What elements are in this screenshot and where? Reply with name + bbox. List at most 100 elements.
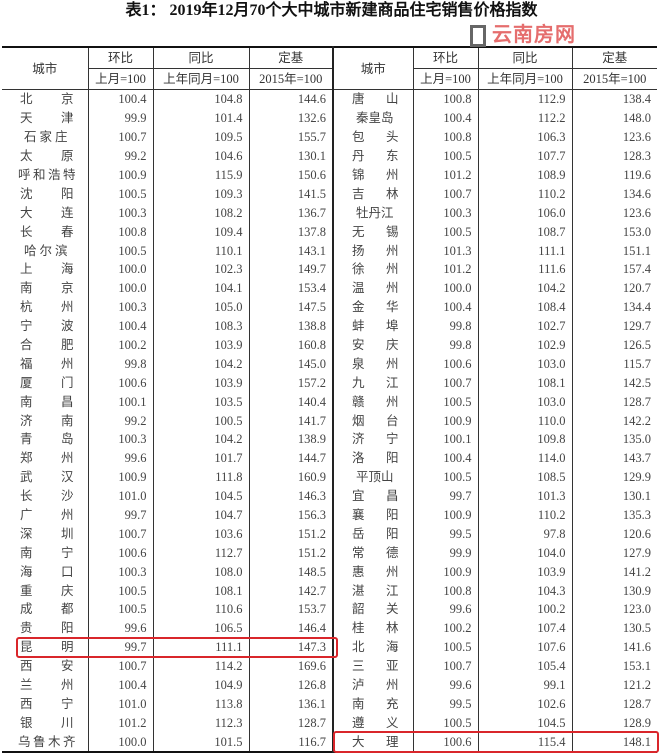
left-mom-cell: 100.4 <box>87 89 154 109</box>
right-yoy-cell: 104.5 <box>477 713 573 733</box>
left-yoy-cell: 114.2 <box>152 656 250 676</box>
left-base-cell: 136.1 <box>248 694 334 714</box>
right-city-cell: 吉林 <box>333 184 414 204</box>
left-mom-cell: 99.6 <box>87 448 154 468</box>
right-city-cell: 韶关 <box>333 600 414 619</box>
left-base-cell: 150.6 <box>248 165 334 185</box>
right-city-cell: 北海 <box>333 637 414 657</box>
yoy-header-left: 同比 <box>152 46 250 69</box>
right-base-cell: 128.7 <box>571 694 657 714</box>
right-city-cell: 包头 <box>333 127 414 147</box>
table-row: 长春 100.8 109.4 137.8 无锡 100.5 108.7 153.0 <box>2 222 657 242</box>
left-city-cell: 天津 <box>2 108 89 128</box>
right-city-cell: 宜昌 <box>333 486 414 506</box>
left-yoy-cell: 101.7 <box>152 448 250 468</box>
right-base-cell: 151.1 <box>571 241 657 261</box>
table-row: 郑州 99.6 101.7 144.7 洛阳 100.4 114.0 143.7 <box>2 448 657 468</box>
right-mom-cell: 100.8 <box>412 89 479 109</box>
right-base-cell: 135.0 <box>571 430 657 449</box>
left-mom-cell: 99.2 <box>87 146 154 166</box>
left-mom-cell: 99.8 <box>87 354 154 374</box>
right-base-cell: 128.7 <box>571 392 657 412</box>
right-mom-cell: 99.8 <box>412 316 479 336</box>
table-row: 兰州 100.4 104.9 126.8 泸州 99.6 99.1 121.2 <box>2 675 657 695</box>
left-yoy-cell: 101.5 <box>152 732 250 753</box>
left-base-cell: 149.7 <box>248 260 334 279</box>
right-mom-cell: 100.3 <box>412 203 479 223</box>
right-yoy-cell: 110.2 <box>477 184 573 204</box>
right-base-cell: 135.3 <box>571 505 657 525</box>
right-city-cell: 温州 <box>333 278 414 298</box>
table-row: 石家庄 100.7 109.5 155.7 包头 100.8 106.3 123.6 <box>2 127 657 147</box>
base-subheader-left: 2015年=100 <box>248 68 334 90</box>
left-city-cell: 太原 <box>2 146 89 166</box>
right-base-cell: 128.3 <box>571 146 657 166</box>
left-yoy-cell: 108.2 <box>152 203 250 223</box>
left-city-cell: 呼和浩特 <box>2 165 89 185</box>
left-base-cell: 151.2 <box>248 543 334 563</box>
left-base-cell: 155.7 <box>248 127 334 147</box>
table-row: 厦门 100.6 103.9 157.2 九江 100.7 108.1 142.5 <box>2 373 657 393</box>
left-yoy-cell: 101.4 <box>152 108 250 128</box>
left-yoy-cell: 104.6 <box>152 146 250 166</box>
right-yoy-cell: 111.6 <box>477 260 573 279</box>
mom-header-left: 环比 <box>87 46 154 69</box>
left-city-cell: 贵阳 <box>2 618 89 638</box>
right-city-cell: 赣州 <box>333 392 414 412</box>
left-base-cell: 147.5 <box>248 297 334 317</box>
right-mom-cell: 100.7 <box>412 656 479 676</box>
left-yoy-cell: 111.8 <box>152 467 250 487</box>
mom-header-right: 环比 <box>412 46 479 69</box>
right-base-cell: 141.2 <box>571 562 657 582</box>
left-base-cell: 138.9 <box>248 430 334 449</box>
left-yoy-cell: 100.5 <box>152 411 250 431</box>
left-base-cell: 130.1 <box>248 146 334 166</box>
right-yoy-cell: 103.9 <box>477 562 573 582</box>
right-yoy-cell: 108.4 <box>477 297 573 317</box>
left-mom-cell: 100.0 <box>87 278 154 298</box>
right-base-cell: 123.6 <box>571 127 657 147</box>
left-mom-cell: 100.5 <box>87 581 154 601</box>
left-city-cell: 哈尔滨 <box>2 241 89 261</box>
left-mom-cell: 99.7 <box>87 637 154 657</box>
left-base-cell: 128.7 <box>248 713 334 733</box>
right-mom-cell: 99.6 <box>412 600 479 619</box>
left-mom-cell: 100.5 <box>87 184 154 204</box>
right-mom-cell: 100.8 <box>412 581 479 601</box>
right-yoy-cell: 97.8 <box>477 524 573 544</box>
table-row: 乌鲁木齐 100.0 101.5 116.7 大理 100.6 115.4 148.1 <box>2 732 657 753</box>
right-base-cell: 143.7 <box>571 448 657 468</box>
right-base-cell: 120.6 <box>571 524 657 544</box>
right-mom-cell: 100.1 <box>412 430 479 449</box>
left-mom-cell: 100.5 <box>87 600 154 619</box>
right-mom-cell: 100.5 <box>412 713 479 733</box>
left-city-cell: 广州 <box>2 505 89 525</box>
right-city-cell: 湛江 <box>333 581 414 601</box>
table-row: 太原 99.2 104.6 130.1 丹东 100.5 107.7 128.3 <box>2 146 657 166</box>
base-header-right: 定基 <box>571 46 657 69</box>
watermark-logo-icon <box>470 24 486 47</box>
left-city-cell: 石家庄 <box>2 127 89 147</box>
right-mom-cell: 100.0 <box>412 278 479 298</box>
table-row: 昆明 99.7 111.1 147.3 北海 100.5 107.6 141.6 <box>2 637 657 657</box>
right-city-cell: 南充 <box>333 694 414 714</box>
table-body: 北京 100.4 104.8 144.6 唐山 100.8 112.9 138.4 天津 99.9… <box>2 89 657 753</box>
table-row: 海口 100.3 108.0 148.5 惠州 100.9 103.9 141.2 <box>2 562 657 582</box>
right-base-cell: 126.5 <box>571 335 657 355</box>
table-row: 重庆 100.5 108.1 142.7 湛江 100.8 104.3 130.9 <box>2 581 657 601</box>
right-base-cell: 138.4 <box>571 89 657 109</box>
left-yoy-cell: 104.7 <box>152 505 250 525</box>
left-base-cell: 160.9 <box>248 467 334 487</box>
right-city-cell: 徐州 <box>333 260 414 279</box>
header-row: 城市 环比 同比 定基 城市 环比 同比 定基 <box>2 46 657 90</box>
right-base-cell: 130.5 <box>571 618 657 638</box>
right-city-cell: 桂林 <box>333 618 414 638</box>
left-yoy-cell: 104.1 <box>152 278 250 298</box>
left-mom-cell: 99.7 <box>87 505 154 525</box>
right-base-cell: 121.2 <box>571 675 657 695</box>
left-city-cell: 长沙 <box>2 486 89 506</box>
table-row: 大连 100.3 108.2 136.7 牡丹江 100.3 106.0 123.6 <box>2 203 657 223</box>
right-base-cell: 153.0 <box>571 222 657 242</box>
left-base-cell: 143.1 <box>248 241 334 261</box>
right-mom-cell: 99.5 <box>412 524 479 544</box>
